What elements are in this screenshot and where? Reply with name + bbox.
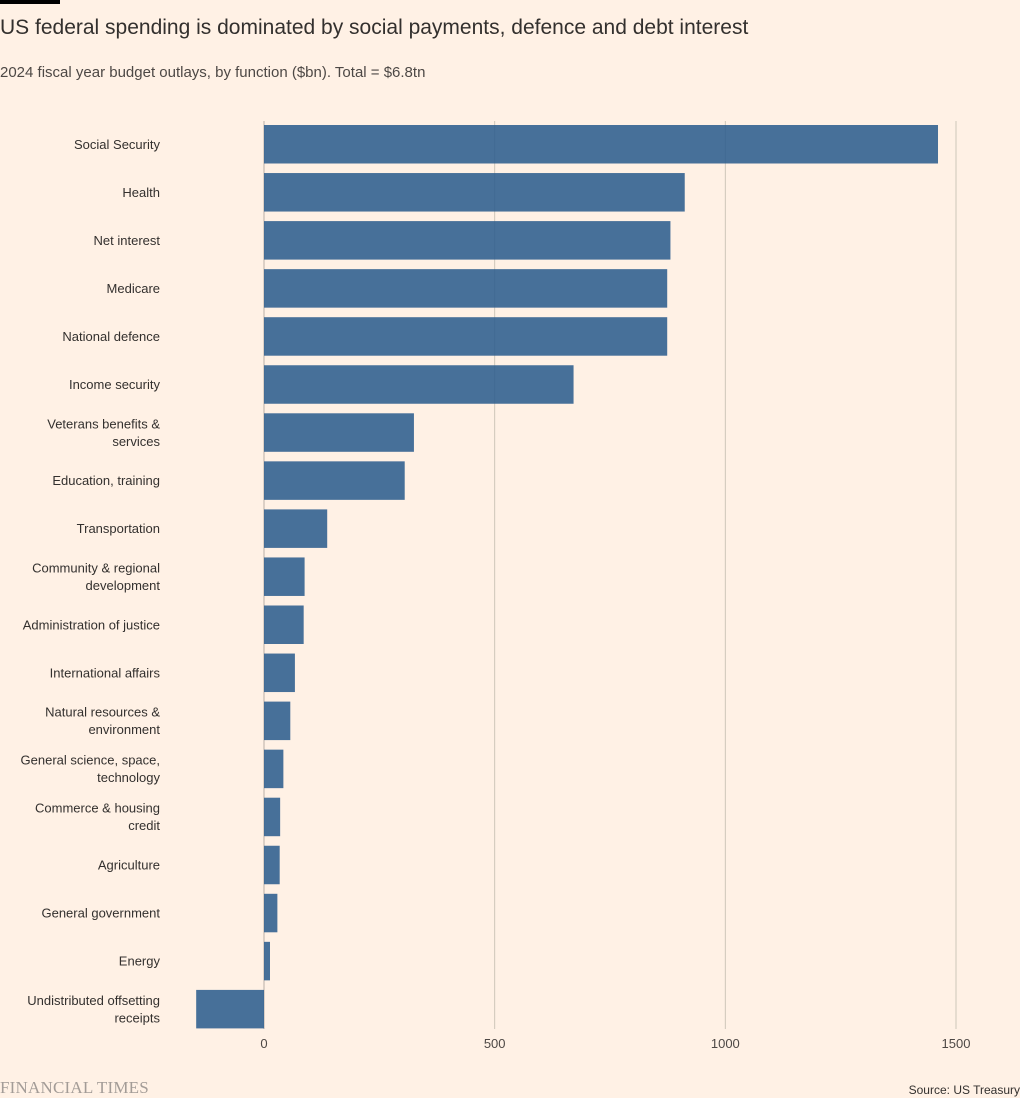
bar xyxy=(264,941,270,981)
category-label: National defence xyxy=(62,329,160,344)
bar xyxy=(264,125,939,164)
category-label: Agriculture xyxy=(98,858,160,873)
chart-title: US federal spending is dominated by soci… xyxy=(0,16,749,39)
bar xyxy=(196,989,264,1029)
category-label: Net interest xyxy=(94,233,161,248)
bar xyxy=(264,653,295,693)
x-tick-label: 500 xyxy=(484,1036,506,1051)
bar-chart: Social Security Health Net interest Medicar… xyxy=(21,121,971,1051)
bar xyxy=(264,509,328,548)
category-label: Community & regional development xyxy=(32,560,160,593)
bar xyxy=(264,701,291,741)
category-label: Natural resources & environment xyxy=(45,705,160,738)
bar xyxy=(264,365,574,404)
category-label: Health xyxy=(122,185,160,200)
category-label: International affairs xyxy=(50,665,161,680)
bar xyxy=(264,605,304,644)
category-label: Commerce & housing credit xyxy=(35,801,160,834)
category-label: Social Security xyxy=(74,137,160,152)
top-rule xyxy=(0,0,60,4)
bar xyxy=(264,269,668,308)
source-note: Source: US Treasury xyxy=(908,1083,1020,1097)
bar xyxy=(264,557,305,596)
bar xyxy=(264,797,281,837)
ft-logo: FINANCIAL TIMES xyxy=(0,1078,149,1097)
bar xyxy=(264,893,278,933)
bar xyxy=(264,461,405,500)
category-label: Undistributed offsetting receipts xyxy=(27,993,160,1026)
category-label: General government xyxy=(41,906,160,921)
category-label: General science, space, technology xyxy=(21,753,161,786)
category-label: Transportation xyxy=(77,521,160,536)
category-label: Administration of justice xyxy=(23,617,160,632)
x-tick-label: 0 xyxy=(260,1036,267,1051)
x-tick-label: 1000 xyxy=(711,1036,740,1051)
bar xyxy=(264,749,284,789)
x-tick-label: 1500 xyxy=(942,1036,971,1051)
category-label: Energy xyxy=(119,954,161,969)
bar xyxy=(264,413,414,452)
bar xyxy=(264,173,685,212)
category-label: Veterans benefits & services xyxy=(47,416,160,449)
chart-subtitle: 2024 fiscal year budget outlays, by func… xyxy=(0,64,426,81)
category-label: Education, training xyxy=(52,473,160,488)
category-label: Medicare xyxy=(107,281,160,296)
bar xyxy=(264,317,668,356)
bar xyxy=(264,845,280,885)
category-label: Income security xyxy=(69,377,161,392)
bar xyxy=(264,221,671,260)
